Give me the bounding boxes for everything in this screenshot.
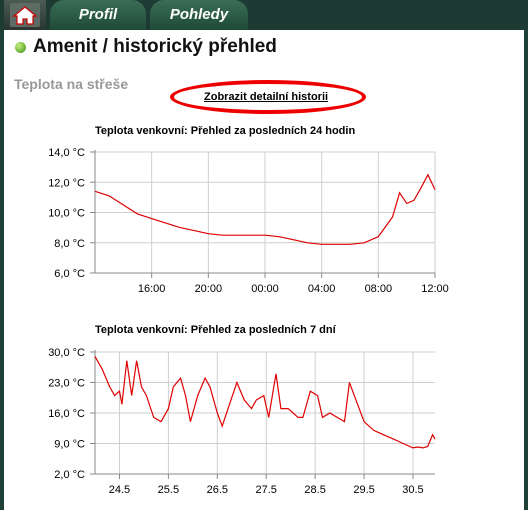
status-dot-icon — [15, 42, 26, 53]
y-tick-label: 8,0 °C — [54, 238, 85, 250]
y-tick-label: 9,0 °C — [54, 439, 85, 451]
x-tick-label: 25.5 — [158, 484, 179, 496]
home-button[interactable] — [4, 0, 46, 30]
series-line — [94, 356, 436, 449]
x-tick-label: 26.5 — [207, 484, 228, 496]
x-tick-label: 28.5 — [304, 484, 325, 496]
x-tick-label: 20:00 — [195, 283, 223, 295]
page-title: Amenit / historický přehled — [33, 36, 277, 57]
chart-24h: 14,0 °C 12,0 °C 10,0 °C 8,0 °C 6,0 °C 16:00 20… — [48, 147, 449, 295]
y-tick-label: 30,0 °C — [48, 347, 85, 359]
y-tick-label: 10,0 °C — [48, 208, 85, 220]
chart-7d: 30,0 °C 23,0 °C 16,0 °C 9,0 °C 2,0 °C 24.5 25.… — [48, 347, 436, 496]
frame-right-border — [524, 30, 528, 510]
x-tick-label: 30.5 — [402, 484, 423, 496]
y-tick-label: 6,0 °C — [54, 268, 85, 280]
x-tick-label: 24.5 — [109, 484, 130, 496]
chart-24h-title: Teplota venkovní: Přehled za posledních … — [95, 125, 356, 137]
y-tick-label: 2,0 °C — [54, 469, 85, 481]
y-tick-label: 12,0 °C — [48, 177, 85, 189]
x-tick-label: 29.5 — [353, 484, 374, 496]
chart-7d-title: Teplota venkovní: Přehled za posledních … — [95, 324, 336, 336]
y-tick-label: 14,0 °C — [48, 147, 85, 159]
y-tick-label: 16,0 °C — [48, 408, 85, 420]
x-tick-label: 08:00 — [365, 283, 393, 295]
highlight-oval — [170, 80, 366, 114]
section-title: Teplota na střeše — [14, 76, 129, 92]
y-tick-label: 23,0 °C — [48, 378, 85, 390]
x-tick-label: 04:00 — [308, 283, 336, 295]
home-icon — [10, 3, 40, 27]
x-tick-label: 27.5 — [256, 484, 277, 496]
x-tick-label: 00:00 — [251, 283, 279, 295]
frame-left-border — [0, 30, 4, 510]
series-line — [94, 173, 436, 245]
x-tick-label: 16:00 — [138, 283, 166, 295]
tab-pohledy[interactable]: Pohledy — [150, 0, 248, 30]
top-navigation: Profil Pohledy — [0, 0, 528, 30]
x-tick-label: 12:00 — [421, 283, 449, 295]
tab-profil[interactable]: Profil — [50, 0, 146, 30]
